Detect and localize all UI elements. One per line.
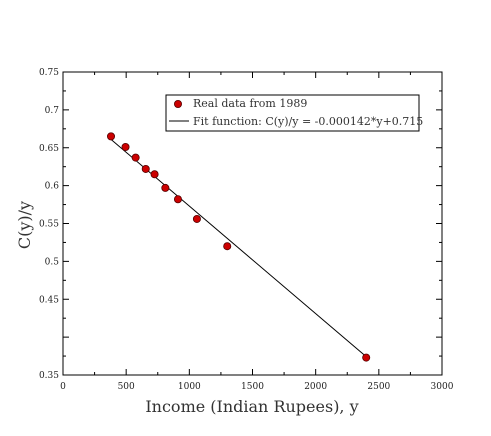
data-point [173,195,182,204]
legend-marker-real-data [173,100,182,109]
data-point [107,132,116,141]
y-axis-title: C(y)/y [15,201,34,249]
x-axis-title: Income (Indian Rupees), y [145,397,358,416]
y-tick-label: 0.7 [45,106,60,116]
x-axis-ticks: 0 500 1000 1500 2000 2500 3000 [60,72,454,392]
data-point [362,353,371,362]
y-tick-label: 0.35 [39,371,59,381]
y-tick-label: 0.45 [39,295,59,305]
y-tick-label: 0.75 [39,68,59,78]
legend-label-fit: Fit function: C(y)/y = -0.000142*y+0.715 [193,115,423,128]
legend-box [165,94,420,132]
y-axis-ticks: 0.35 0.45 0.5 0.55 0.6 0.65 0.7 0.75 [39,68,442,381]
x-tick-label: 2500 [367,382,390,392]
y-tick-label: 0.6 [45,182,60,192]
data-marks [107,132,371,362]
data-point [192,214,201,223]
x-tick-label: 2000 [304,382,327,392]
x-tick-label: 1500 [241,382,264,392]
x-tick-label: 500 [118,382,135,392]
data-point [121,142,130,151]
y-tick-label: 0.5 [45,257,60,267]
y-tick-label: 0.65 [39,144,59,154]
legend: Real data from 1989 Fit function: C(y)/y… [165,94,423,132]
legend-label-real-data: Real data from 1989 [193,97,307,110]
data-point [161,183,170,192]
data-point [150,170,159,179]
data-point [131,153,140,162]
x-tick-label: 3000 [431,382,454,392]
data-point [223,242,232,251]
y-tick-label: 0.55 [39,220,59,230]
x-tick-label: 0 [60,382,66,392]
x-tick-label: 1000 [178,382,201,392]
data-point [141,164,150,173]
